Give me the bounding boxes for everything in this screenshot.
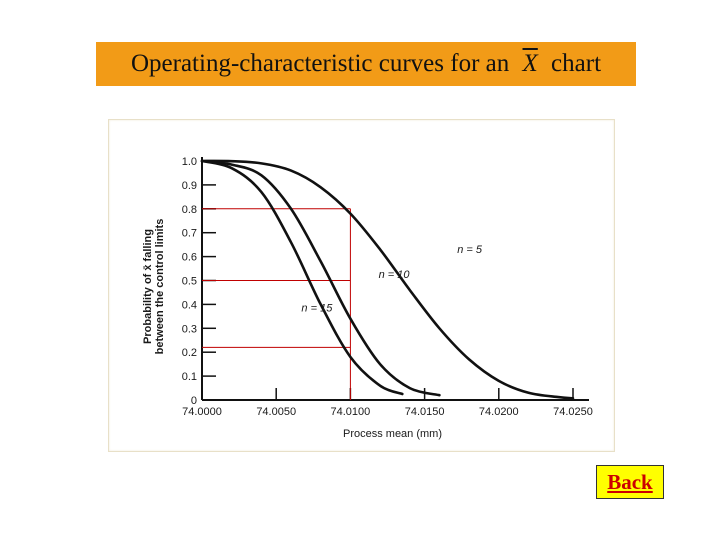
y-tick-label: 0.3 (182, 323, 197, 335)
y-axis-label-line: between the control limits (154, 219, 166, 355)
oc-chart: 0 0.1 0.2 0.3 0.4 0.5 0.6 0.7 0.8 0.9 1.0 74.0000 74… (142, 156, 593, 440)
oc-curve-series-1 (200, 159, 575, 400)
x-tick-label: 74.0100 (331, 406, 371, 418)
y-tick-label: 0.4 (182, 299, 197, 311)
y-tick-label: 0.2 (182, 347, 197, 359)
oc-curve-figure: 0 0.1 0.2 0.3 0.4 0.5 0.6 0.7 0.8 0.9 1.0 74.0000 74… (108, 119, 615, 452)
oc-curve-series-3 (200, 159, 404, 396)
y-tick-label: 0.1 (182, 371, 197, 383)
x-tick-label: 74.0050 (256, 406, 296, 418)
y-tick-label: 0.5 (182, 276, 197, 288)
y-tick-label: 0.8 (182, 204, 197, 216)
curve-annotation: n = 15 (301, 303, 333, 315)
x-tick-label: 74.0200 (479, 406, 519, 418)
x-tick-label: 74.0000 (182, 406, 222, 418)
y-tick-label: 0.7 (182, 228, 197, 240)
y-tick-label: 1.0 (182, 156, 197, 168)
oc-curve-series-2 (200, 159, 441, 397)
x-tick-label: 74.0250 (553, 406, 593, 418)
title-suffix: chart (544, 50, 602, 77)
y-tick-label: 0 (191, 395, 197, 407)
y-axis-label-line: Probability of x̄ falling (142, 229, 154, 344)
x-tick-label: 74.0150 (405, 406, 445, 418)
x-bar-symbol: X (522, 50, 538, 77)
title-banner: Operating-characteristic curves for an X… (96, 42, 636, 86)
y-tick-label: 0.9 (182, 180, 197, 192)
y-tick-label: 0.6 (182, 252, 197, 264)
x-axis-label: Process mean (mm) (343, 428, 442, 440)
curve-annotation: n = 10 (379, 269, 411, 281)
slide-title: Operating-characteristic curves for an X… (131, 50, 601, 78)
curve-annotation: n = 5 (457, 244, 483, 256)
back-button[interactable]: Back (596, 465, 664, 499)
title-prefix: Operating-characteristic curves for an (130, 50, 516, 77)
